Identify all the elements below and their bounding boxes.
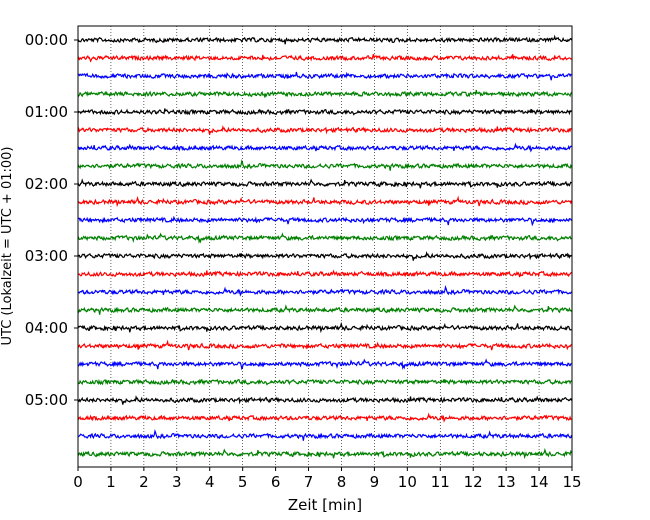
y-tick-label: 03:00 (25, 247, 68, 265)
x-tick-label: 14 (530, 473, 549, 491)
x-tick-label: 0 (73, 473, 83, 491)
seismic-trace (77, 395, 573, 405)
y-tick-label: 01:00 (25, 103, 68, 121)
y-tick-label: 05:00 (25, 391, 68, 409)
x-tick-label: 3 (172, 473, 182, 491)
seismic-trace (77, 358, 572, 371)
seismic-trace (77, 412, 572, 423)
seismic-trace (77, 378, 572, 386)
seismic-trace (77, 304, 573, 315)
x-tick-label: 5 (238, 473, 248, 491)
seismic-trace (77, 178, 572, 189)
seismic-trace (77, 34, 573, 45)
y-tick-label: 02:00 (25, 175, 68, 193)
seismic-trace (77, 269, 572, 278)
seismic-trace (77, 215, 573, 227)
seismic-trace (77, 251, 572, 261)
x-axis-label: Zeit [min] (288, 496, 362, 514)
seismic-trace (77, 195, 573, 208)
x-tick-label: 8 (337, 473, 347, 491)
seismic-trace (77, 339, 572, 351)
seismic-trace (77, 428, 573, 441)
y-tick-label: 00:00 (25, 31, 68, 49)
x-tick-label: 9 (370, 473, 380, 491)
x-tick-label: 2 (139, 473, 149, 491)
y-axis-label: UTC (Lokalzeit = UTC + 01:00) (0, 147, 15, 346)
x-tick-label: 6 (271, 473, 281, 491)
x-tick-label: 11 (431, 473, 450, 491)
x-tick-label: 10 (398, 473, 417, 491)
x-tick-label: 7 (304, 473, 314, 491)
x-tick-label: 4 (205, 473, 215, 491)
seismic-trace (77, 142, 572, 153)
seismic-trace (77, 158, 573, 171)
y-axis-ticks: 00:00 01:00 02:00 03:00 04:00 05:00 (25, 31, 78, 409)
seismic-trace (77, 125, 572, 135)
y-tick-label: 04:00 (25, 319, 68, 337)
seismic-trace (77, 89, 573, 98)
x-tick-label: 15 (562, 473, 581, 491)
plot-frame (77, 25, 573, 468)
seismic-trace (77, 108, 572, 116)
seismic-trace (77, 232, 572, 245)
seismic-trace (77, 321, 572, 334)
x-tick-label: 12 (464, 473, 483, 491)
seismic-trace (77, 447, 573, 460)
x-axis-ticks: 0 1 2 3 4 5 6 7 8 9 10 11 12 13 14 15 (73, 467, 582, 491)
seismic-trace (77, 284, 573, 297)
x-tick-label: 1 (106, 473, 116, 491)
seismic-traces (77, 34, 573, 460)
plot-background (78, 26, 572, 467)
seismic-trace (77, 53, 572, 63)
seismic-trace (77, 71, 572, 81)
x-tick-label: 13 (497, 473, 516, 491)
